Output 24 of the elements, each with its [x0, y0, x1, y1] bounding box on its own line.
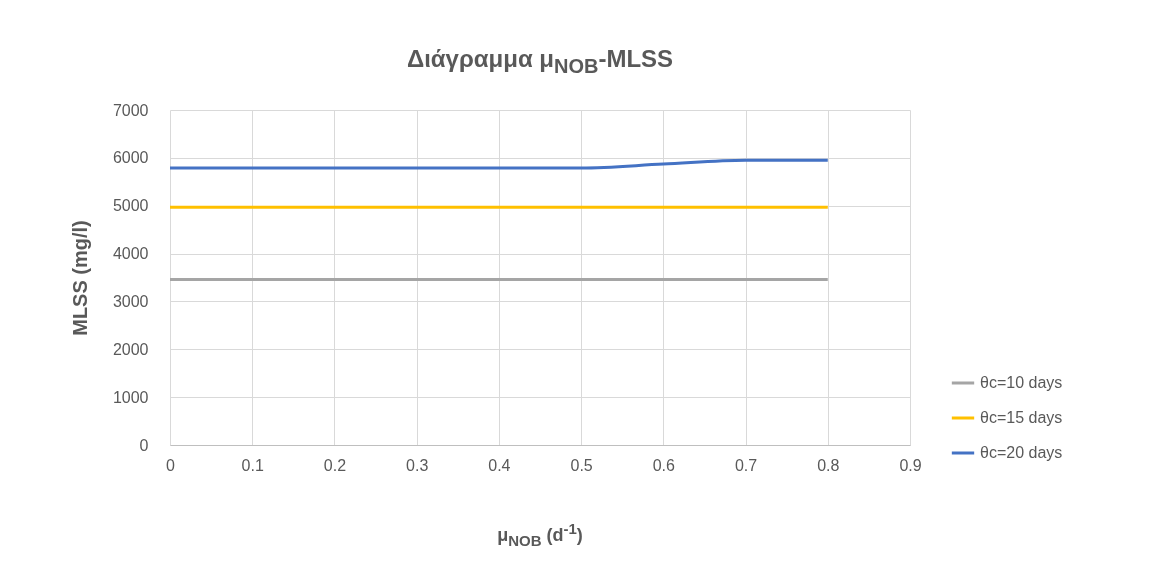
y-tick-label: 4000 — [112, 245, 149, 263]
x-tick-label: 0.6 — [652, 456, 676, 474]
x-axis-title: μ$_{NOB}$ (d$^{-1}$) — [496, 520, 584, 549]
x-tick-label: 0.4 — [488, 456, 511, 474]
x-tick-label: 0.8 — [817, 456, 840, 474]
y-tick-label: 7000 — [112, 101, 149, 119]
x-tick-label: 0.2 — [323, 456, 347, 474]
legend-label: θc=20 days — [980, 444, 1063, 461]
x-tick-label: 0 — [166, 456, 176, 474]
x-tick-label: 0.7 — [734, 456, 758, 474]
y-axis-title: MLSS (mg/l) — [68, 220, 91, 336]
y-tick-label: 3000 — [112, 292, 149, 310]
x-tick-label: 0.1 — [241, 456, 264, 474]
legend-label: θc=15 days — [980, 409, 1063, 426]
y-tick-label: 5000 — [112, 197, 149, 215]
x-tick-label: 0.5 — [570, 456, 593, 474]
x-tick-label: 0.3 — [406, 456, 429, 474]
y-tick-label: 6000 — [112, 149, 149, 167]
chart-title: Διάγραμμα μ$_{NOB}$-MLSS — [405, 45, 675, 78]
y-tick-label: 1000 — [112, 388, 149, 406]
y-tick-label: 2000 — [112, 340, 149, 358]
legend-label: θc=10 days — [980, 374, 1063, 391]
x-tick-label: 0.9 — [899, 456, 922, 474]
y-tick-label: 0 — [139, 436, 149, 454]
